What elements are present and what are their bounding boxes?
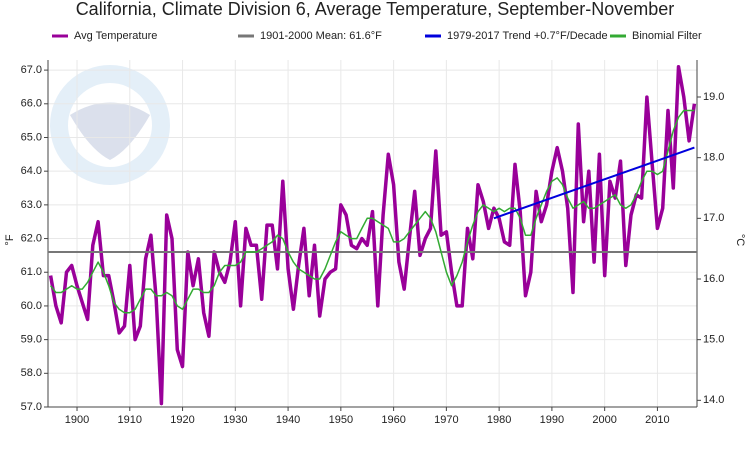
y2-tick-label: 15.0 — [703, 334, 724, 346]
series-line — [50, 109, 695, 314]
legend-label: Binomial Filter — [632, 30, 702, 42]
y-tick-label: 61.0 — [21, 266, 42, 278]
series-line — [48, 64, 697, 406]
y-tick-label: 59.0 — [21, 334, 42, 346]
y-tick-label: 65.0 — [21, 131, 42, 143]
series-line — [493, 146, 695, 220]
y-tick-label: 57.0 — [21, 401, 42, 413]
x-tick-label: 1970 — [434, 414, 458, 426]
x-tick-label: 1920 — [170, 414, 194, 426]
noaa-logo — [50, 65, 170, 185]
y2-tick-label: 14.0 — [703, 394, 724, 406]
y-tick-label: 58.0 — [21, 367, 42, 379]
y-tick-label: 66.0 — [21, 98, 42, 110]
legend-label: Avg Temperature — [74, 30, 157, 42]
y-tick-label: 62.0 — [21, 232, 42, 244]
x-tick-label: 1980 — [487, 414, 511, 426]
x-tick-label: 1910 — [118, 414, 142, 426]
x-tick-label: 1900 — [65, 414, 89, 426]
x-tick-label: 1940 — [276, 414, 300, 426]
chart-title: California, Climate Division 6, Average … — [76, 0, 675, 19]
x-tick-label: 2000 — [592, 414, 616, 426]
y-tick-label: 60.0 — [21, 300, 42, 312]
x-tick-label: 1950 — [329, 414, 353, 426]
y2-tick-label: 17.0 — [703, 212, 724, 224]
y2-tick-label: 18.0 — [703, 152, 724, 164]
y2-tick-label: 19.0 — [703, 91, 724, 103]
y-tick-label: 64.0 — [21, 165, 42, 177]
y2-axis-label: °C — [734, 234, 746, 246]
y-axis-label: °F — [4, 234, 16, 245]
y-tick-label: 63.0 — [21, 199, 42, 211]
x-tick-label: 1960 — [381, 414, 405, 426]
y2-tick-label: 16.0 — [703, 273, 724, 285]
x-tick-label: 2010 — [645, 414, 669, 426]
x-tick-label: 1930 — [223, 414, 247, 426]
y-tick-label: 67.0 — [21, 64, 42, 76]
x-tick-label: 1990 — [540, 414, 564, 426]
legend-label: 1979-2017 Trend +0.7°F/Decade — [447, 30, 608, 42]
legend-label: 1901-2000 Mean: 61.6°F — [260, 30, 382, 42]
